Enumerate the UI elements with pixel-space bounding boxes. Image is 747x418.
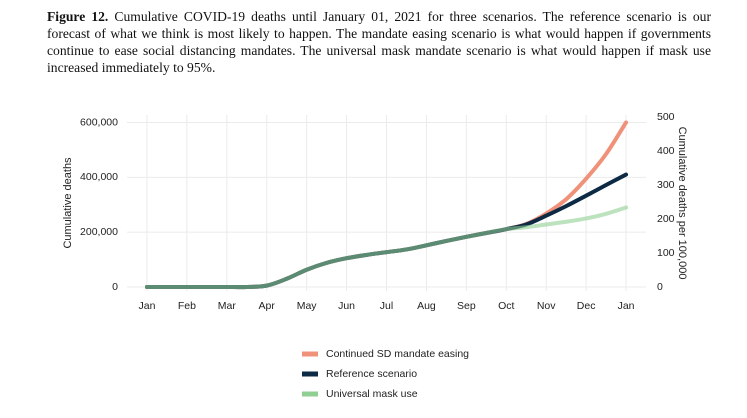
y2-tick-label: 100 bbox=[657, 247, 675, 259]
legend-label: Continued SD mandate easing bbox=[326, 348, 469, 360]
x-tick-label: Mar bbox=[218, 300, 237, 312]
y2-tick-label: 400 bbox=[657, 145, 675, 157]
y2-tick-label: 500 bbox=[657, 111, 675, 123]
caption: Figure 12. Cumulative COVID-19 deaths un… bbox=[47, 8, 711, 76]
caption-text: Cumulative COVID-19 deaths until January… bbox=[47, 9, 711, 75]
x-tick-label: Oct bbox=[498, 300, 514, 312]
x-tick-label: Nov bbox=[537, 300, 556, 312]
y2-tick-label: 0 bbox=[657, 281, 663, 293]
x-tick-label: May bbox=[297, 300, 318, 312]
legend-label: Reference scenario bbox=[326, 368, 417, 380]
series-line bbox=[144, 205, 629, 290]
x-tick-label: Apr bbox=[259, 300, 276, 312]
x-tick-label: Jan bbox=[618, 300, 635, 312]
x-tick-label: Dec bbox=[577, 300, 596, 312]
x-tick-label: Feb bbox=[178, 300, 196, 312]
caption-label: Figure 12. bbox=[47, 9, 109, 24]
y-tick-label: 200,000 bbox=[80, 226, 118, 238]
y2-tick-label: 300 bbox=[657, 179, 675, 191]
x-tick-label: Sep bbox=[457, 300, 476, 312]
y-tick-label: 400,000 bbox=[80, 171, 118, 183]
x-tick-label: Aug bbox=[417, 300, 436, 312]
y-tick-label: 0 bbox=[112, 281, 118, 293]
y2-axis-title: Cumulative deaths per 100,000 bbox=[676, 127, 688, 280]
x-tick-label: Jun bbox=[338, 300, 355, 312]
x-tick-label: Jan bbox=[138, 300, 155, 312]
x-tick-label: Jul bbox=[380, 300, 393, 312]
y-axis-title: Cumulative deaths bbox=[62, 157, 74, 249]
y2-tick-label: 200 bbox=[657, 213, 675, 225]
y-tick-label: 600,000 bbox=[80, 116, 118, 128]
legend-label: Universal mask use bbox=[326, 388, 418, 400]
